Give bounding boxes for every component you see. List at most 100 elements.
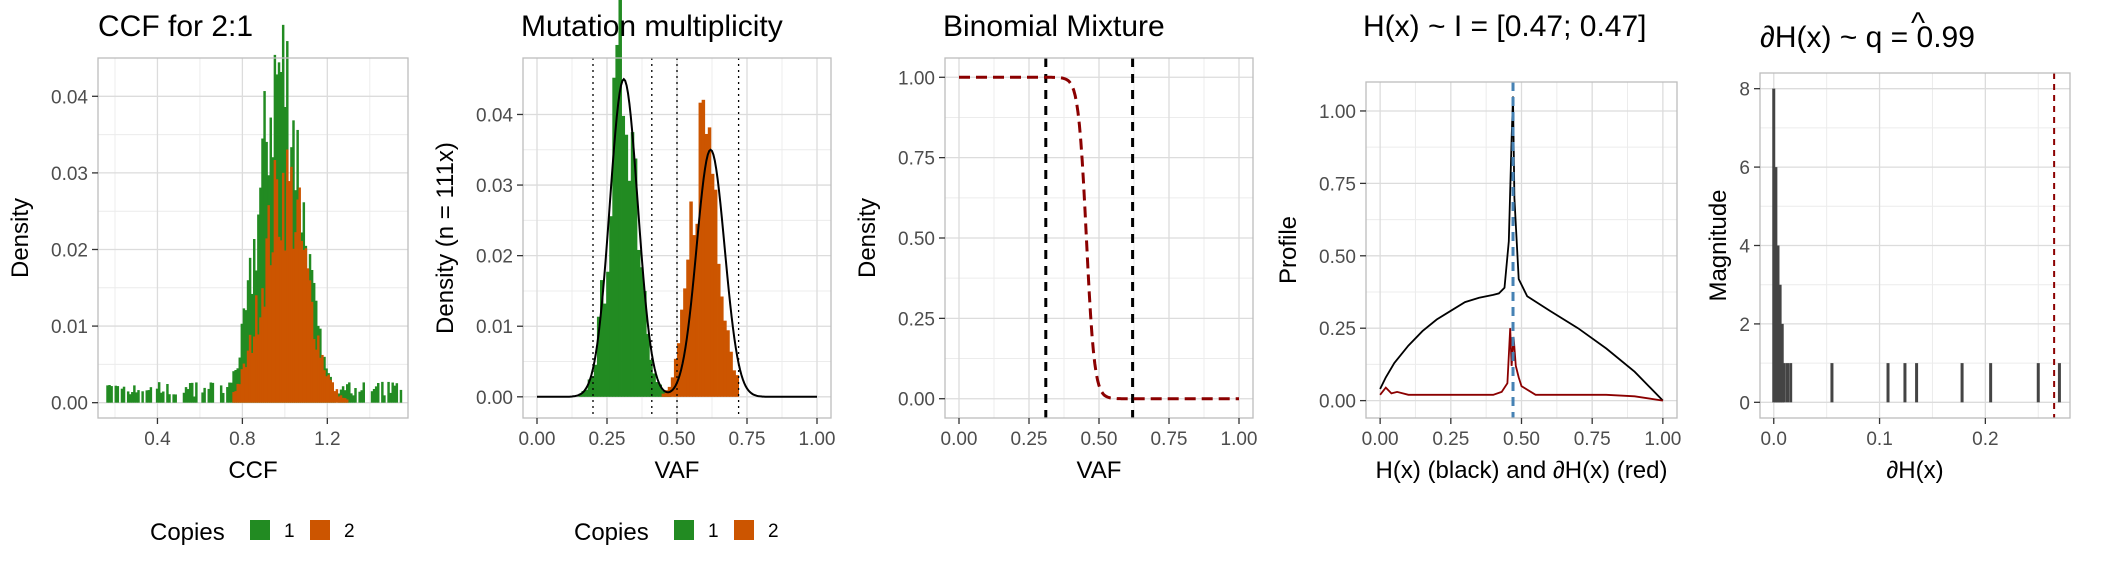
- histogram-bar-copies-1: [346, 384, 349, 403]
- histogram-bar-copies-2: [692, 235, 696, 397]
- histogram-bar-copies-2: [707, 127, 712, 397]
- histogram-bar-copies-2: [729, 351, 733, 397]
- histogram-bar-copies-1: [166, 384, 169, 403]
- histogram-bar-copies-1: [209, 382, 213, 403]
- legend: Copies 1 2: [150, 519, 355, 546]
- x-tick-label: 1.00: [1644, 429, 1681, 450]
- histogram-bar-copies-2: [267, 205, 270, 403]
- title-hat-accent: ^: [1911, 7, 1925, 40]
- panel-border: [97, 57, 409, 419]
- y-tick-label: 0.02: [476, 247, 513, 268]
- histogram-bar-copies-1: [203, 387, 206, 403]
- histogram-bar-copies-1: [590, 376, 595, 397]
- chart-title: H(x) ~ I = [0.47; 0.47]: [1363, 10, 1646, 43]
- histogram-bar-copies-1: [120, 388, 124, 403]
- histogram-bar-copies-2: [263, 306, 266, 403]
- histogram-bar-copies-1: [114, 385, 117, 403]
- grid: [945, 58, 1253, 418]
- histogram-bar-copies-1: [228, 382, 231, 403]
- histogram-bar-copies-1: [627, 180, 632, 397]
- histogram-bar-copies-1: [184, 387, 188, 403]
- density-fit-curve: [537, 77, 817, 398]
- histogram-bar-copies-1: [226, 387, 229, 403]
- histogram-bar-copies-2: [723, 320, 727, 397]
- histogram-bar-copies-1: [135, 392, 138, 403]
- histogram-bar-copies-1: [649, 359, 653, 397]
- histogram-bar-copies-1: [131, 392, 134, 403]
- y-tick-label: 0.50: [898, 229, 935, 250]
- histogram-bar-copies-1: [259, 187, 262, 403]
- histogram-bar-copies-1: [182, 392, 186, 403]
- histogram-bar-copies-2: [341, 397, 345, 403]
- histogram-bar-copies-1: [193, 396, 196, 403]
- histogram-bar-copies-2: [292, 248, 295, 403]
- histogram-bar-copies-2: [661, 393, 666, 397]
- y-tick-label: 4: [1739, 237, 1750, 258]
- histogram-bar-copies-1: [157, 382, 161, 403]
- x-tick-label: 0.25: [1011, 429, 1048, 450]
- panel-binom: 0.00 0.25 0.50 0.75 1.00 0.00 0.25 0.50 0.75 1.00…: [854, 10, 1257, 484]
- histogram-bar-copies-2: [331, 382, 334, 403]
- histogram-bar-copies-1: [222, 392, 225, 403]
- histogram-bar-copies-2: [713, 189, 718, 397]
- histogram-bar-copies-1: [621, 115, 626, 397]
- histogram-bar-copies-2: [683, 288, 687, 397]
- histogram-bar-copies-2: [720, 296, 724, 397]
- histogram-bar-copies-1: [145, 390, 148, 403]
- histogram-bar-copies-2: [343, 398, 347, 403]
- histogram-bar-copies-1: [230, 382, 233, 403]
- histogram-bar-copies-2: [317, 335, 320, 403]
- histogram-bar-copies-2: [704, 133, 709, 397]
- x-tick-label: 0.50: [1503, 429, 1540, 450]
- histogram-bar-copies-1: [587, 379, 592, 397]
- x-tick-label: 0.1: [1866, 429, 1892, 450]
- histogram-bar-copies-2: [294, 232, 297, 403]
- histogram-bar-copies-1: [593, 364, 598, 397]
- y-tick-label: 0.25: [1319, 319, 1356, 340]
- histogram-bar-copies-1: [162, 391, 165, 403]
- chart-title: CCF for 2:1: [98, 10, 253, 43]
- histogram-bar-copies-1: [624, 134, 629, 397]
- mixture-curve: [959, 75, 1239, 401]
- x-axis-label: ∂H(x): [1886, 457, 1943, 484]
- legend-swatch-copies-1: [250, 520, 270, 540]
- histogram-bar-copies-2: [698, 102, 703, 397]
- y-axis-label: Magnitude: [1705, 189, 1732, 301]
- y-tick-label: 0.04: [51, 87, 88, 108]
- histogram-bar-copies-1: [391, 382, 394, 403]
- y-tick-label: 0.00: [1319, 392, 1356, 413]
- histogram-bar-copies-1: [358, 391, 361, 403]
- x-tick-label: 0.0: [1761, 429, 1787, 450]
- histogram-bar-copies-1: [207, 388, 210, 403]
- marks: [1379, 82, 1664, 418]
- histogram-bar-copies-1: [387, 381, 390, 403]
- histogram-bar-copies-2: [701, 99, 706, 397]
- histogram-bar-copies-1: [133, 385, 136, 403]
- y-tick-label: 6: [1739, 158, 1750, 179]
- histogram-bar-copies-1: [211, 382, 215, 403]
- histogram-bar-copies-1: [160, 392, 163, 403]
- histogram-bar-copies-1: [110, 386, 113, 403]
- histogram-bar-copies-2: [726, 330, 730, 397]
- histogram-bar-copies-2: [242, 363, 246, 403]
- panel-profile: 0.00 0.25 0.50 0.75 1.00 0.00 0.25 0.50 0.75 1.00…: [1275, 10, 1681, 484]
- y-tick-label: 0.03: [476, 176, 513, 197]
- histogram-bar-copies-1: [174, 394, 177, 403]
- histogram-bar-copies-2: [677, 343, 681, 397]
- x-tick-label: 0.4: [144, 429, 171, 450]
- x-tick-label: 1.2: [314, 429, 340, 450]
- histogram-bar-copies-2: [255, 295, 258, 403]
- histogram-bar-copies-2: [265, 238, 268, 403]
- x-axis-label: H(x) (black) and ∂H(x) (red): [1376, 457, 1668, 484]
- histogram-bar-copies-1: [106, 385, 109, 403]
- y-tick-label: 0.75: [898, 149, 935, 170]
- legend-swatch-copies-2: [310, 520, 330, 540]
- histogram-bar-copies-1: [141, 391, 144, 403]
- histogram-bar-copies-1: [195, 382, 198, 403]
- histogram-bar-copies-1: [395, 383, 399, 403]
- histogram-bar-copies-1: [240, 323, 244, 403]
- histogram-bar-copies-2: [279, 240, 283, 403]
- histogram-bar-copies-2: [238, 384, 241, 403]
- histogram-bar-copies-1: [581, 391, 585, 397]
- histogram-bar-copies-2: [286, 149, 289, 403]
